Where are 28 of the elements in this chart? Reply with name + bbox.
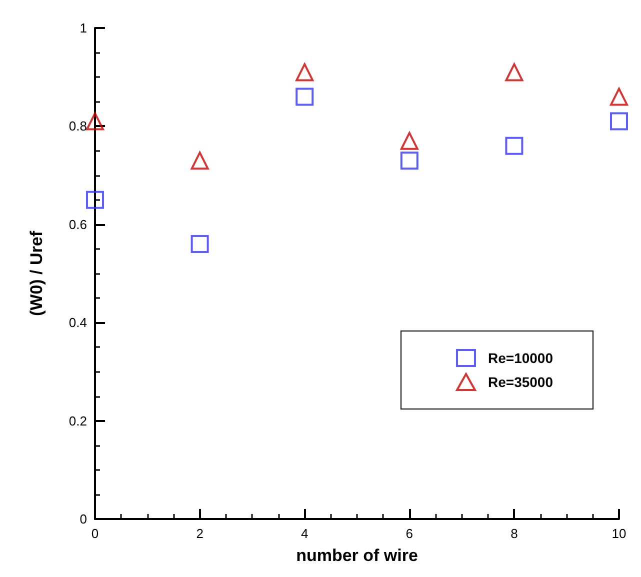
- point: [505, 63, 524, 82]
- point: [190, 152, 209, 170]
- y-axis-title: (W0) / Uref: [27, 230, 46, 316]
- y-tick-label: 0.2: [68, 413, 87, 428]
- x-tick-label: 6: [406, 526, 414, 541]
- x-tick-label: 2: [196, 526, 204, 541]
- y-tick-label: 0.6: [68, 216, 87, 232]
- y-tick-label: 0: [80, 512, 87, 526]
- point: [610, 88, 628, 106]
- legend-label: Re=35000: [488, 374, 554, 390]
- y-tick-label: 0.8: [68, 118, 87, 134]
- point: [296, 88, 314, 106]
- point: [610, 112, 628, 130]
- x-tick-label: 8: [510, 526, 518, 541]
- point: [86, 190, 104, 209]
- x-tick-label: 4: [300, 526, 308, 541]
- legend-label: Re=10000: [488, 350, 554, 366]
- x-tick-label: 10: [612, 526, 626, 541]
- point: [190, 235, 209, 254]
- y-tick-label: 0.4: [68, 315, 87, 330]
- point: [400, 152, 418, 170]
- x-axis-title: number of wire: [296, 546, 418, 565]
- y-tick-label: 1: [80, 20, 87, 36]
- point: [400, 132, 418, 150]
- point: [296, 63, 314, 82]
- x-tick-label: 0: [91, 526, 99, 541]
- point: [86, 112, 104, 130]
- point: [505, 136, 524, 155]
